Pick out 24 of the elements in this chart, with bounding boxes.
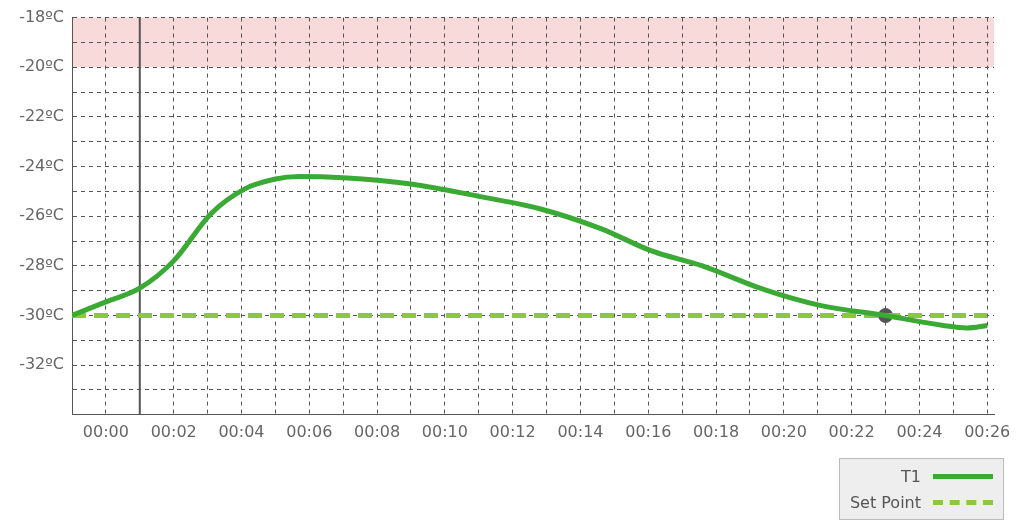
legend-label: Set Point bbox=[849, 492, 921, 512]
x-tick-label: 00:20 bbox=[760, 421, 807, 441]
y-tick-label: -32ºC bbox=[19, 354, 64, 374]
x-tick-label: 00:22 bbox=[828, 421, 875, 441]
legend-label: T1 bbox=[901, 466, 921, 486]
x-tick-label: 00:10 bbox=[421, 421, 468, 441]
x-tick-label: 00:02 bbox=[150, 421, 197, 441]
x-tick-label: 00:04 bbox=[218, 421, 265, 441]
y-tick-label: -30ºC bbox=[19, 304, 64, 324]
x-tick-label: 00:14 bbox=[557, 421, 604, 441]
y-tick-label: -28ºC bbox=[19, 255, 64, 275]
x-tick-label: 00:26 bbox=[964, 421, 1011, 441]
y-tick-label: -20ºC bbox=[19, 56, 64, 76]
x-tick-label: 00:18 bbox=[692, 421, 740, 441]
x-tick-label: 00:12 bbox=[489, 421, 536, 441]
y-tick-label: -26ºC bbox=[19, 205, 64, 225]
x-tick-label: 00:24 bbox=[896, 421, 943, 441]
x-tick-label: 00:08 bbox=[354, 421, 401, 441]
y-tick-label: -24ºC bbox=[19, 155, 64, 175]
y-tick-label: -22ºC bbox=[19, 106, 64, 126]
x-tick-label: 00:00 bbox=[82, 421, 129, 441]
y-tick-label: -18ºC bbox=[19, 6, 64, 26]
x-tick-label: 00:16 bbox=[625, 421, 672, 441]
x-tick-label: 00:06 bbox=[286, 421, 333, 441]
